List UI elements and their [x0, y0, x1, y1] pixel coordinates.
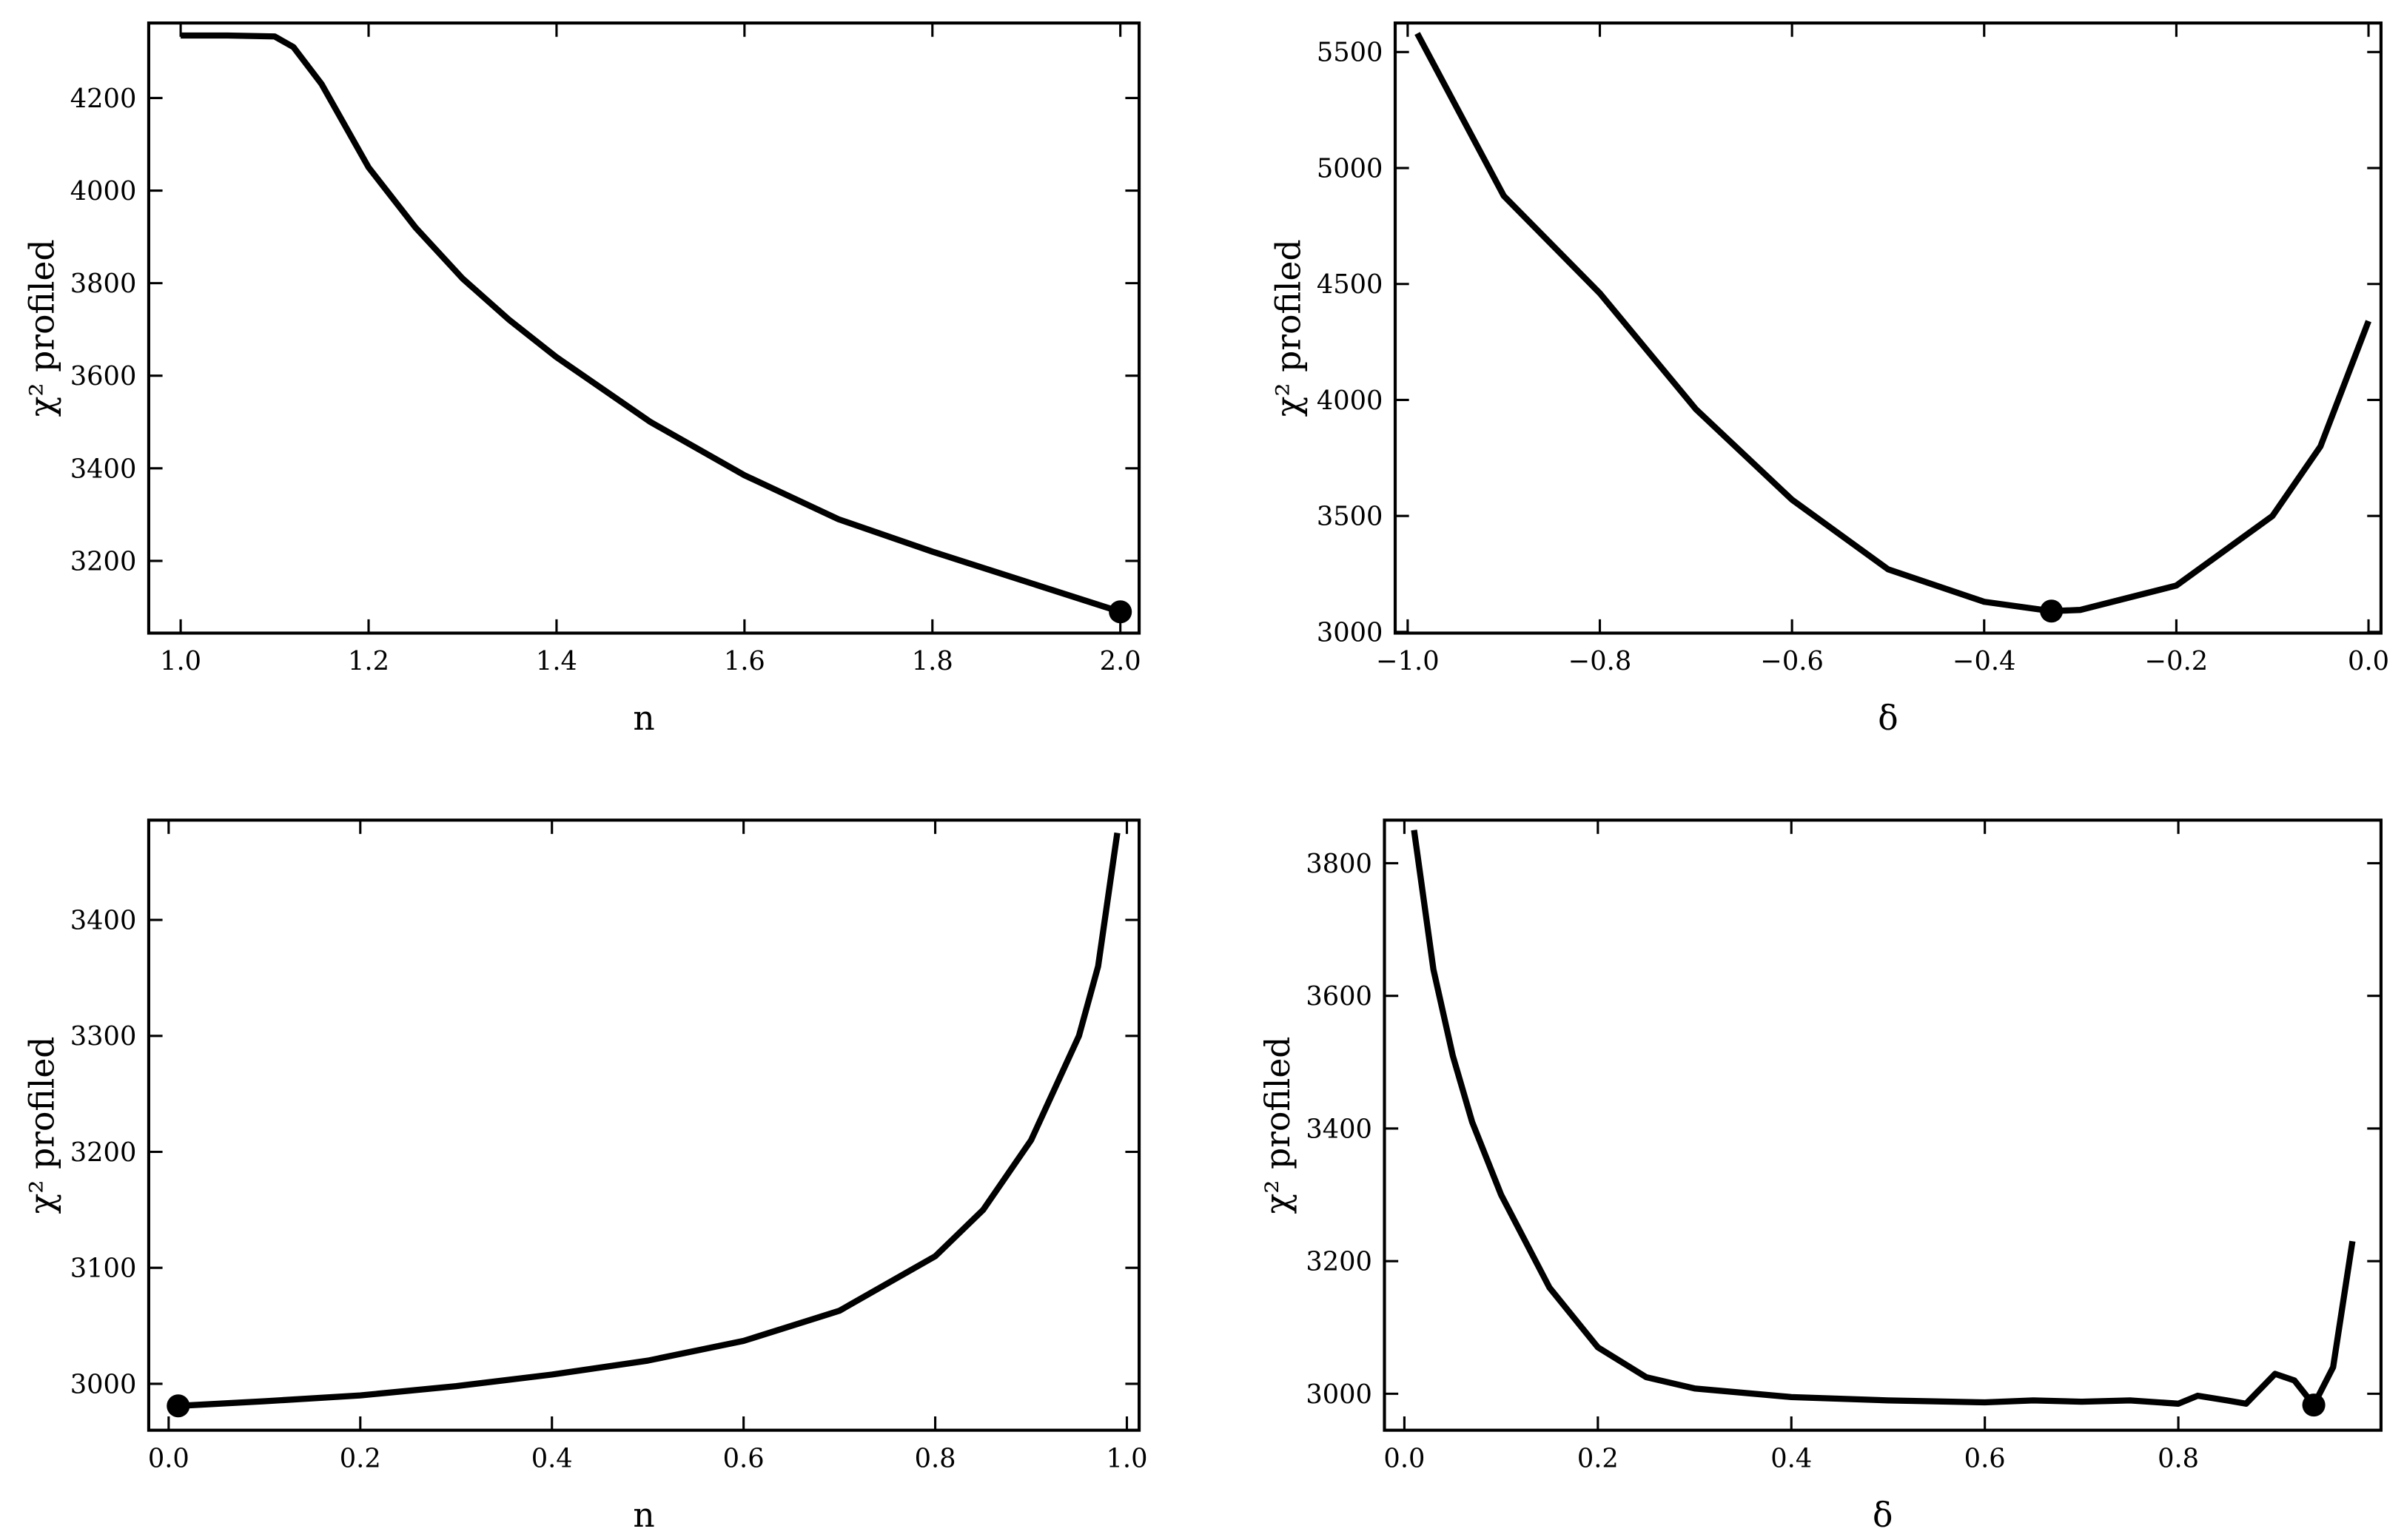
x-tick-label: 0.2 — [1577, 1443, 1619, 1473]
panel: 0.0 0.2 0.4 0.6 0.8 3000 3200 3400 3600 3800 δ χ² p… — [1258, 818, 2383, 1535]
x-axis-label: δ — [1878, 699, 1898, 738]
y-axis-label: χ² profiled — [22, 1037, 61, 1214]
x-tick-label: 0.0 — [1383, 1443, 1425, 1473]
panel: 0.0 0.2 0.4 0.6 0.8 1.0 3000 3100 3200 3300 3400 n χ… — [22, 818, 1148, 1535]
y-tick-label: 3200 — [70, 1137, 137, 1168]
x-tick-label: 0.4 — [531, 1443, 573, 1473]
x-tick-label: 2.0 — [1100, 646, 1141, 676]
panel: −1.0 −0.8 −0.6 −0.4 −0.2 0.0 3000 3500 4000 4500 5… — [1269, 21, 2389, 738]
panel: 1.0 1.2 1.4 1.6 1.8 2.0 3200 3400 3600 3800 4000 42… — [22, 21, 1141, 738]
best-fit-point — [1109, 600, 1132, 624]
y-tick-label: 4000 — [70, 176, 137, 206]
y-tick-label: 3000 — [1306, 1379, 1372, 1410]
y-tick-label: 4000 — [1317, 386, 1383, 416]
y-axis-label: χ² profiled — [1258, 1037, 1297, 1214]
x-tick-label: 1.6 — [724, 646, 765, 676]
best-fit-point — [2040, 599, 2064, 623]
plot-frame — [1383, 818, 2383, 1432]
y-tick-label: 3200 — [70, 546, 137, 576]
y-tick-label: 3200 — [1306, 1247, 1372, 1277]
x-tick-label: −0.2 — [2145, 646, 2208, 676]
y-tick-label: 3400 — [70, 905, 137, 935]
x-tick-label: 0.6 — [1964, 1443, 2006, 1473]
x-axis-label: n — [633, 1496, 654, 1535]
y-tick-label: 3800 — [1306, 849, 1372, 879]
plot-frame — [147, 818, 1141, 1432]
x-tick-label: 0.0 — [148, 1443, 189, 1473]
x-tick-label: −0.4 — [1953, 646, 2015, 676]
x-tick-label: 0.6 — [723, 1443, 765, 1473]
x-axis-label: n — [633, 699, 654, 738]
curve — [1411, 830, 2356, 1408]
x-tick-label: 1.2 — [348, 646, 389, 676]
x-tick-label: 1.8 — [912, 646, 953, 676]
x-tick-label: 0.4 — [1770, 1443, 1812, 1473]
x-tick-label: −0.8 — [1568, 646, 1631, 676]
x-axis-label: δ — [1873, 1496, 1893, 1535]
y-tick-label: 5000 — [1317, 153, 1383, 184]
x-tick-label: 0.2 — [340, 1443, 381, 1473]
x-tick-label: 1.0 — [1107, 1443, 1148, 1473]
x-tick-label: −0.6 — [1760, 646, 1823, 676]
y-tick-label: 5500 — [1317, 38, 1383, 68]
plot-frame — [147, 21, 1141, 635]
x-tick-label: 1.0 — [160, 646, 201, 676]
x-tick-label: 0.0 — [2348, 646, 2389, 676]
y-tick-label: 3000 — [70, 1369, 137, 1399]
curve — [178, 832, 1121, 1409]
best-fit-point — [2302, 1393, 2326, 1417]
y-tick-label: 3600 — [70, 361, 137, 391]
y-tick-label: 3800 — [70, 269, 137, 299]
x-tick-label: 0.8 — [2158, 1443, 2199, 1473]
y-tick-label: 3500 — [1317, 502, 1383, 532]
x-tick-label: 1.4 — [536, 646, 577, 676]
y-tick-label: 3100 — [70, 1254, 137, 1284]
y-tick-label: 4200 — [70, 84, 137, 114]
y-tick-label: 4500 — [1317, 269, 1383, 300]
curve — [1414, 32, 2371, 614]
y-tick-label: 3400 — [70, 454, 137, 484]
y-axis-label: χ² profiled — [1269, 239, 1309, 417]
x-tick-label: −1.0 — [1376, 646, 1439, 676]
y-tick-label: 3000 — [1317, 617, 1383, 648]
x-tick-label: 0.8 — [915, 1443, 956, 1473]
y-axis-label: χ² profiled — [22, 239, 61, 417]
curve — [181, 32, 1121, 615]
best-fit-point — [167, 1394, 190, 1418]
y-tick-label: 3300 — [70, 1021, 137, 1052]
y-tick-label: 3400 — [1306, 1114, 1372, 1144]
plot-frame — [1393, 21, 2383, 635]
y-tick-label: 3600 — [1306, 981, 1372, 1012]
